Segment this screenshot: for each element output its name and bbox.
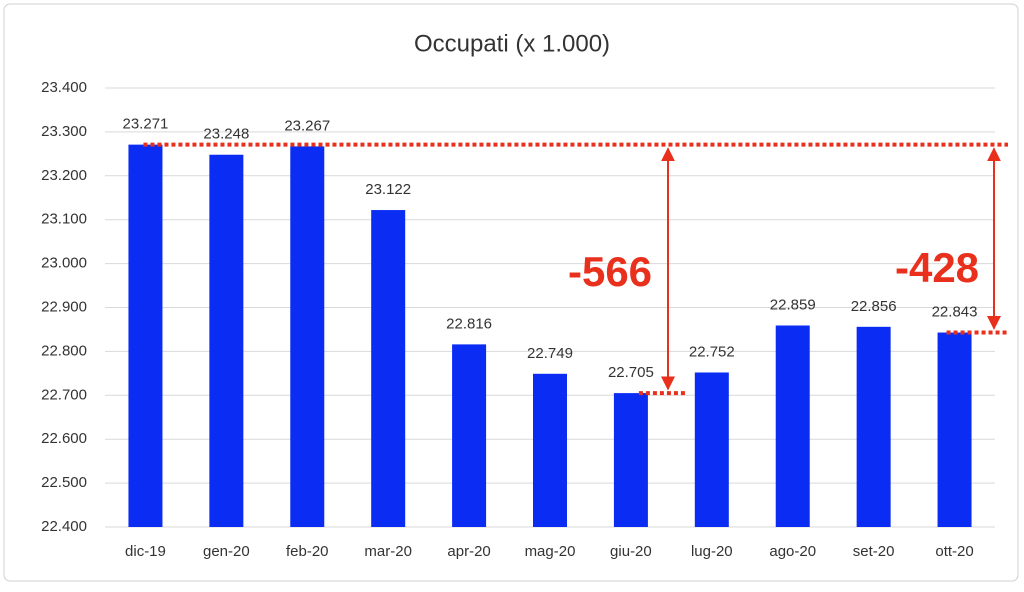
data-label: 22.856	[851, 298, 897, 315]
y-tick-label: 22.600	[41, 430, 87, 447]
data-label: 23.248	[203, 126, 249, 143]
data-label: 23.267	[284, 117, 330, 134]
bar	[694, 372, 729, 527]
bar	[371, 210, 406, 528]
data-label: 22.843	[932, 303, 978, 320]
bar	[613, 393, 648, 527]
bar	[452, 344, 487, 527]
y-tick-label: 23.100	[41, 211, 87, 228]
chart-title: Occupati (x 1.000)	[414, 30, 610, 57]
bar	[290, 146, 325, 527]
data-label: 22.749	[527, 345, 573, 362]
x-tick-label: giu-20	[610, 543, 652, 560]
data-label: 23.122	[365, 181, 411, 198]
x-tick-label: dic-19	[125, 543, 166, 560]
data-label: 22.752	[689, 343, 735, 360]
y-tick-label: 22.400	[41, 518, 87, 535]
data-label: 22.705	[608, 364, 654, 381]
y-tick-label: 23.300	[41, 123, 87, 140]
y-tick-label: 22.500	[41, 474, 87, 491]
annotation: -566	[568, 248, 652, 295]
chart-frame	[3, 3, 1019, 582]
y-tick-label: 23.400	[41, 79, 87, 96]
x-tick-label: set-20	[853, 543, 895, 560]
annotation: -428	[895, 244, 979, 291]
x-tick-label: mag-20	[525, 543, 576, 560]
y-tick-label: 22.700	[41, 386, 87, 403]
bar	[128, 144, 163, 528]
data-label: 23.271	[123, 116, 169, 133]
bar	[209, 154, 244, 527]
y-tick-label: 22.900	[41, 298, 87, 315]
x-tick-label: ott-20	[935, 543, 973, 560]
x-tick-label: mar-20	[364, 543, 412, 560]
x-tick-label: lug-20	[691, 543, 733, 560]
x-tick-label: gen-20	[203, 543, 250, 560]
y-tick-label: 23.000	[41, 255, 87, 272]
bar	[533, 373, 567, 527]
bar	[775, 325, 810, 527]
y-tick-label: 22.800	[41, 342, 87, 359]
data-label: 22.859	[770, 296, 816, 313]
data-label: 22.816	[446, 315, 492, 332]
bar	[856, 326, 891, 527]
x-tick-label: feb-20	[286, 543, 329, 560]
bar	[937, 332, 972, 527]
x-tick-label: ago-20	[769, 543, 816, 560]
y-tick-label: 23.200	[41, 167, 87, 184]
x-tick-label: apr-20	[447, 543, 490, 560]
